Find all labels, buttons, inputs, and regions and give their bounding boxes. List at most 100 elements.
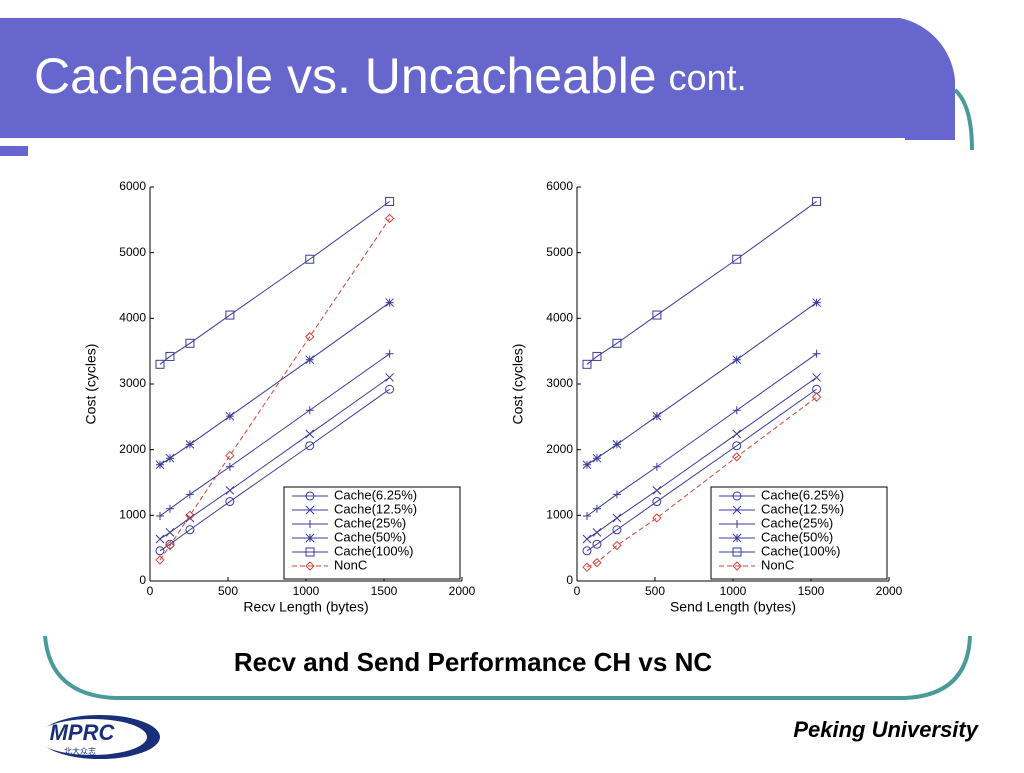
- marker: [225, 310, 235, 320]
- legend-box: [283, 486, 461, 580]
- series-line: [586, 396, 817, 568]
- marker: [652, 486, 662, 495]
- legend-label: Cache(100%): [761, 543, 841, 558]
- marker: [612, 440, 622, 449]
- marker: [155, 555, 165, 565]
- marker: [582, 511, 591, 520]
- marker: [612, 513, 622, 523]
- marker: [592, 351, 602, 361]
- footer: Peking University: [793, 717, 979, 742]
- marker: [652, 411, 662, 421]
- x-axis-label: Send Length (bytes): [670, 599, 796, 615]
- legend-marker: [733, 520, 741, 528]
- marker: [155, 460, 165, 470]
- y-tick-label: 0: [139, 573, 146, 587]
- marker: [225, 450, 235, 461]
- marker: [225, 497, 235, 507]
- legend-marker: [305, 533, 315, 543]
- marker: [592, 539, 602, 549]
- legend-label: Cache(12.5%): [761, 501, 844, 516]
- marker: [582, 562, 592, 572]
- slide-title: Cacheable vs. Uncacheable cont.: [34, 48, 747, 104]
- legend-label: Cache(12.5%): [334, 501, 417, 516]
- marker: [612, 540, 622, 551]
- marker: [165, 453, 175, 463]
- x-tick-label: 2000: [876, 584, 903, 598]
- series-line: [586, 388, 817, 552]
- marker: [155, 359, 165, 369]
- y-tick-label: 6000: [119, 179, 146, 193]
- marker: [384, 213, 395, 224]
- series-line: [159, 353, 390, 517]
- y-axis-label: Cost (cycles): [510, 344, 526, 425]
- x-tick-label: 1000: [720, 584, 747, 598]
- marker: [582, 546, 592, 556]
- legend-marker: [732, 491, 742, 501]
- x-tick-label: 1500: [798, 584, 825, 598]
- marker: [812, 349, 821, 358]
- marker: [225, 462, 234, 471]
- y-tick-label: 3000: [546, 376, 573, 390]
- legend-label: NonC: [334, 557, 367, 572]
- frame-bottom: [43, 635, 972, 700]
- title-main: Cacheable vs. Uncacheable: [34, 48, 657, 104]
- legend-marker: [305, 561, 315, 571]
- marker: [652, 462, 661, 471]
- marker: [305, 355, 315, 365]
- marker: [732, 406, 741, 415]
- legend-marker: [305, 547, 315, 557]
- legend-label: Cache(25%): [334, 515, 406, 530]
- marker: [732, 254, 742, 264]
- x-tick-label: 2000: [449, 584, 476, 598]
- y-tick-label: 4000: [546, 311, 573, 325]
- marker: [612, 490, 621, 499]
- y-tick-label: 5000: [119, 245, 146, 259]
- x-tick-label: 0: [147, 584, 154, 598]
- legend-label: Cache(50%): [761, 529, 833, 544]
- x-tick-label: 500: [645, 584, 665, 598]
- marker: [165, 539, 175, 549]
- marker: [305, 332, 315, 342]
- x-axis-label: Recv Length (bytes): [243, 599, 368, 615]
- marker: [612, 338, 622, 348]
- legend-label: Cache(6.25%): [761, 487, 844, 502]
- series-line: [159, 201, 390, 365]
- banner-tab: [0, 146, 28, 156]
- y-axis-label: Cost (cycles): [83, 344, 99, 425]
- marker: [812, 196, 822, 206]
- x-tick-label: 1000: [293, 584, 320, 598]
- series-line: [159, 218, 391, 561]
- y-tick-label: 5000: [546, 245, 573, 259]
- marker: [812, 373, 821, 382]
- series-line: [586, 201, 817, 365]
- legend-label: Cache(100%): [334, 543, 414, 558]
- marker: [385, 373, 394, 382]
- marker: [592, 453, 602, 463]
- legend-marker: [732, 547, 742, 557]
- marker: [155, 546, 165, 556]
- y-tick-label: 1000: [119, 508, 146, 522]
- frame-curve: [953, 88, 974, 151]
- marker: [582, 460, 592, 470]
- marker: [165, 504, 174, 513]
- marker: [612, 525, 622, 535]
- marker: [305, 429, 315, 439]
- marker: [652, 497, 662, 507]
- legend-label: NonC: [761, 557, 794, 572]
- caption: Recv and Send Performance CH vs NC: [234, 647, 712, 677]
- y-tick-label: 2000: [119, 442, 146, 456]
- marker: [732, 441, 742, 451]
- marker: [185, 510, 195, 521]
- marker: [592, 557, 602, 568]
- title-rule: [0, 138, 905, 142]
- title-suffix: cont.: [669, 57, 747, 98]
- marker: [185, 338, 195, 348]
- marker: [305, 441, 315, 451]
- marker: [732, 452, 742, 462]
- marker: [732, 429, 742, 439]
- legend-label: Cache(50%): [334, 529, 406, 544]
- logo-text: MPRC: [50, 720, 116, 745]
- y-tick-label: 4000: [119, 311, 146, 325]
